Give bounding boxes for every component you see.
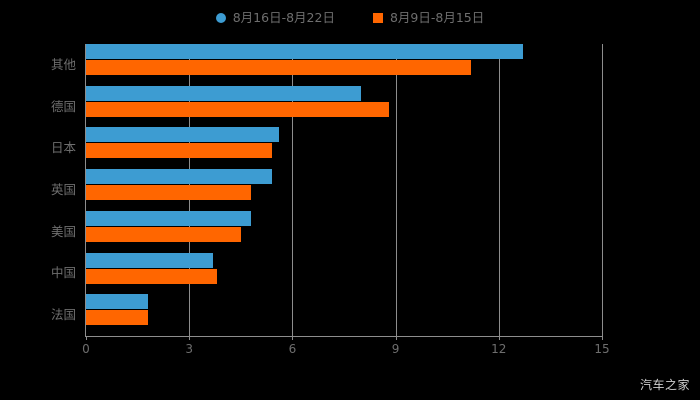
- x-tick-mark: [189, 336, 191, 340]
- x-tick-label: 15: [594, 342, 610, 356]
- bar-series-a[interactable]: [86, 252, 214, 268]
- x-tick-mark: [498, 336, 500, 340]
- y-axis-category-label: 日本: [50, 140, 76, 156]
- y-axis-line: [85, 44, 86, 336]
- legend-item-series-b[interactable]: 8月9日-8月15日: [372, 9, 485, 25]
- bar-row: 美国: [51, 210, 602, 253]
- legend-dot-icon: [215, 13, 226, 23]
- x-tick-label: 6: [288, 342, 297, 356]
- y-axis-category-label: 中国: [50, 265, 76, 281]
- x-tick-mark: [292, 336, 294, 340]
- bar-series-b[interactable]: [86, 185, 252, 201]
- bar-row: 中国: [51, 252, 602, 295]
- bar-series-a[interactable]: [86, 169, 272, 185]
- bar-row: 英国: [51, 169, 602, 211]
- bar-row: 其他: [51, 44, 602, 86]
- x-tick-mark: [602, 336, 603, 340]
- legend-label-series-b: 8月9日-8月15日: [389, 9, 485, 25]
- bar-series-b[interactable]: [86, 101, 389, 117]
- bar-series-a[interactable]: [86, 127, 279, 143]
- watermark: 汽车之家: [639, 378, 690, 392]
- y-axis-category-label: 法国: [50, 306, 76, 322]
- bar-row: 法国: [51, 294, 602, 336]
- y-axis-category-label: 德国: [50, 98, 76, 114]
- y-axis-category-label: 其他: [50, 56, 76, 72]
- bar-series-a[interactable]: [86, 294, 148, 310]
- bar-series-b[interactable]: [86, 310, 148, 326]
- x-tick-label: 9: [391, 342, 400, 356]
- bar-series-a[interactable]: [86, 85, 362, 101]
- y-axis-category-label: 美国: [50, 223, 76, 239]
- x-tick-label: 12: [491, 342, 507, 356]
- chart-plot-area: 0 3 6 9 12 15 其他德国日本英国美国中国法国: [51, 44, 610, 355]
- legend-label-series-a: 8月16日-8月22日: [232, 9, 335, 25]
- bar-series-b[interactable]: [86, 268, 217, 284]
- gridline: [395, 44, 397, 336]
- gridline: [292, 44, 294, 336]
- gridline: [498, 44, 500, 336]
- x-axis-line: [85, 336, 602, 337]
- bar-row: 德国: [51, 85, 602, 128]
- x-tick-mark: [86, 336, 87, 340]
- legend-item-series-a[interactable]: 8月16日-8月22日: [215, 9, 335, 25]
- bar-series-a[interactable]: [86, 210, 252, 226]
- x-tick-label: 3: [185, 342, 194, 356]
- bar-row: 日本: [51, 127, 602, 169]
- chart-legend: 8月16日-8月22日 8月9日-8月15日: [0, 6, 700, 30]
- x-tick-label: 0: [82, 342, 90, 356]
- gridline: [602, 44, 603, 336]
- bar-series-b[interactable]: [86, 60, 472, 75]
- legend-square-icon: [372, 13, 383, 23]
- x-tick-mark: [395, 336, 397, 340]
- bar-series-b[interactable]: [86, 226, 241, 242]
- bar-series-b[interactable]: [86, 143, 272, 159]
- y-axis-category-label: 英国: [50, 181, 76, 197]
- bar-series-a[interactable]: [86, 44, 523, 59]
